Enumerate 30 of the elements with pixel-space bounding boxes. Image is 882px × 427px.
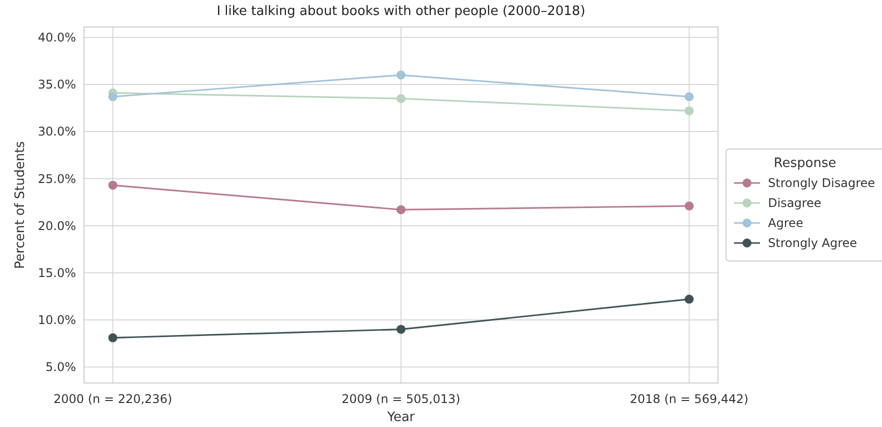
y-tick-label: 35.0%: [38, 78, 76, 92]
chart-title: I like talking about books with other people (2000–2018): [216, 4, 586, 19]
x-tick-label: 2018 (n = 569,442): [630, 392, 748, 406]
y-tick-label: 25.0%: [38, 172, 76, 186]
point: [108, 92, 118, 102]
point: [684, 294, 694, 304]
point: [108, 180, 118, 190]
y-tick-label: 5.0%: [46, 360, 76, 374]
legend-label: Disagree: [768, 196, 822, 210]
legend-label: Strongly Agree: [768, 236, 858, 250]
x-axis-title: Year: [386, 410, 416, 425]
y-tick-label: 20.0%: [38, 218, 76, 233]
legend-label: Agree: [768, 216, 804, 230]
point: [684, 201, 694, 210]
point: [396, 205, 406, 214]
point: [684, 106, 694, 116]
y-axis-title: Percent of Students: [13, 140, 28, 269]
y-tick-label: 40.0%: [38, 30, 76, 45]
point: [396, 94, 406, 104]
x-tick-label: 2009 (n = 505,013): [342, 392, 460, 406]
x-tick-label: 2000 (n = 220,236): [54, 392, 172, 406]
legend-title: Response: [774, 156, 836, 171]
point: [396, 324, 406, 334]
y-tick-label: 15.0%: [38, 266, 76, 280]
point: [108, 333, 118, 342]
point: [396, 70, 406, 80]
point: [684, 92, 694, 102]
y-tick-label: 10.0%: [38, 313, 76, 328]
y-tick-label: 30.0%: [38, 124, 76, 139]
legend-label: Strongly Disagree: [768, 176, 876, 190]
